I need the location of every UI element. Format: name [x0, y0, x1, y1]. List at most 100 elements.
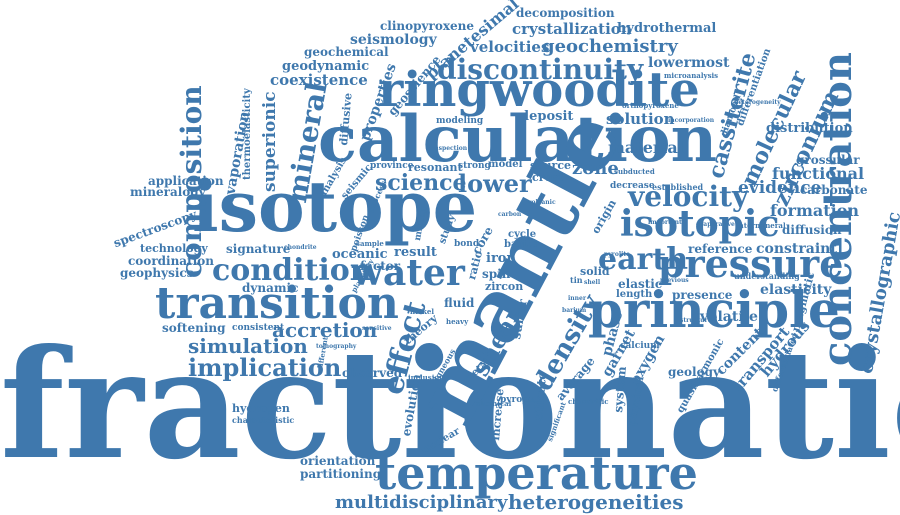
word-isotopic: isotopic	[620, 203, 780, 245]
word-bond: bond	[454, 239, 480, 249]
word-iron: iron	[486, 251, 516, 266]
word-isotope: isotope	[192, 165, 478, 248]
word-province: province	[370, 161, 414, 171]
word-orthopyroxene: orthopyroxene	[622, 101, 679, 110]
word-multidisciplinary: multidisciplinary	[335, 492, 508, 513]
word-superionic: superionic	[260, 91, 280, 192]
word-intermineral: intermineral	[736, 221, 786, 230]
word-carbonate: carbonate	[800, 183, 868, 197]
word-technology: technology	[140, 242, 208, 255]
word-incorporation: incorporation	[668, 117, 715, 124]
word-temperature: temperature	[375, 446, 698, 500]
word-thermoelasticity: thermoelasticity	[242, 88, 253, 180]
word-consistent: consistent	[232, 323, 285, 333]
word-decomposition: decomposition	[516, 6, 615, 20]
word-structure: structure	[680, 317, 712, 324]
word-model: model	[488, 159, 523, 170]
word-strong: strong	[458, 161, 491, 171]
word-deposit: deposit	[520, 109, 574, 124]
word-reference: reference	[688, 242, 753, 256]
word-volcanic: volcanic	[528, 199, 556, 206]
word-accretion: accretion	[272, 318, 378, 342]
word-heterogeneities: heterogeneities	[508, 490, 684, 514]
word-fluid: fluid	[444, 296, 475, 310]
word-principle: principle	[588, 280, 840, 339]
word-factor: factor	[360, 259, 401, 273]
word-geophysics: geophysics	[120, 266, 194, 280]
word-zone: zone	[572, 158, 619, 179]
word-lowermost: lowermost	[648, 55, 730, 71]
word-ringwoodite: ringwoodite	[378, 62, 700, 118]
word-formation: formation	[770, 201, 860, 220]
word-elasticity: elasticity	[760, 282, 832, 298]
word-carbon: carbon	[498, 211, 522, 218]
word-diffusion: diffusion	[782, 223, 842, 237]
word-shell: shell	[584, 279, 601, 286]
word-inner: inner	[568, 295, 586, 302]
word-source: source	[530, 159, 572, 172]
word-calcium: calcium	[620, 341, 660, 351]
word-microanalysis: microanalysis	[664, 71, 719, 80]
word-resonant: resonant	[408, 161, 463, 174]
word-chondrite: chondrite	[284, 244, 317, 251]
word-softening: softening	[162, 321, 226, 335]
word-important: important	[648, 219, 682, 226]
word-result: result	[394, 245, 437, 260]
word-evidence: evidence	[738, 178, 822, 198]
word-modeling: modeling	[436, 116, 484, 126]
word-tomography: tomography	[316, 343, 357, 350]
word-solid: solid	[580, 265, 610, 278]
word-constraint: constraint	[756, 241, 837, 257]
word-decrease: decrease	[610, 181, 655, 191]
word-sensitive: sensitive	[362, 325, 392, 332]
word-solution: solution	[606, 110, 675, 128]
word-barium: barium	[562, 307, 587, 314]
word-hydrothermal: hydrothermal	[617, 21, 717, 36]
word-geodynamic: geodynamic	[282, 59, 370, 74]
word-seismology: seismology	[350, 32, 437, 48]
word-fractionation: fractionation	[0, 317, 900, 493]
word-water: water	[352, 252, 465, 294]
word-grossular: grossular	[796, 153, 860, 167]
word-lower: lower	[458, 169, 532, 198]
word-application: application	[148, 174, 224, 188]
word-inspection: inspection	[432, 145, 468, 152]
word-evaporative: evaporative	[696, 221, 735, 228]
word-nickel: nickel	[410, 307, 434, 316]
word-pressure: pressure	[658, 241, 844, 286]
word-cycle: cycle	[508, 229, 537, 240]
word-volatile: volatile	[700, 309, 758, 325]
word-barite: barite	[504, 239, 538, 250]
word-pyrolite: pyrolite	[604, 251, 630, 258]
word-characteristic: characteristic	[232, 415, 295, 425]
word-tin: tin	[570, 275, 583, 285]
word-elastic: elastic	[618, 277, 663, 291]
word-dynamic: dynamic	[242, 281, 299, 295]
word-simulation: simulation	[188, 334, 308, 358]
word-coordination: coordination	[128, 254, 214, 268]
word-geochemistry: geochemistry	[542, 36, 678, 57]
word-coexistence: coexistence	[270, 71, 368, 89]
word-calculation: calculation	[318, 102, 718, 177]
word-understanding: understanding	[734, 271, 800, 281]
word-velocities: velocities	[470, 38, 550, 56]
word-sample: sample	[356, 239, 384, 248]
word-zircon: zircon	[485, 280, 524, 293]
word-established: established	[652, 182, 704, 192]
word-observed: observed	[342, 366, 403, 380]
word-mineralogy: mineralogy	[130, 185, 206, 199]
word-heavy: heavy	[446, 317, 469, 326]
word-implication: implication	[188, 353, 342, 382]
word-spin: spin	[482, 267, 511, 281]
word-transition: transition	[155, 278, 399, 329]
word-geology: geology	[668, 365, 720, 379]
word-orientation: orientation	[300, 454, 376, 468]
word-chemical: chemical	[476, 399, 512, 408]
word-hydrogen: hydrogen	[232, 402, 290, 415]
word-material: material	[608, 138, 684, 157]
word-condition: condition	[212, 253, 372, 288]
word-earth: earth	[598, 242, 688, 277]
word-partitioning: partitioning	[300, 467, 382, 481]
word-distribution: distribution	[766, 121, 853, 136]
